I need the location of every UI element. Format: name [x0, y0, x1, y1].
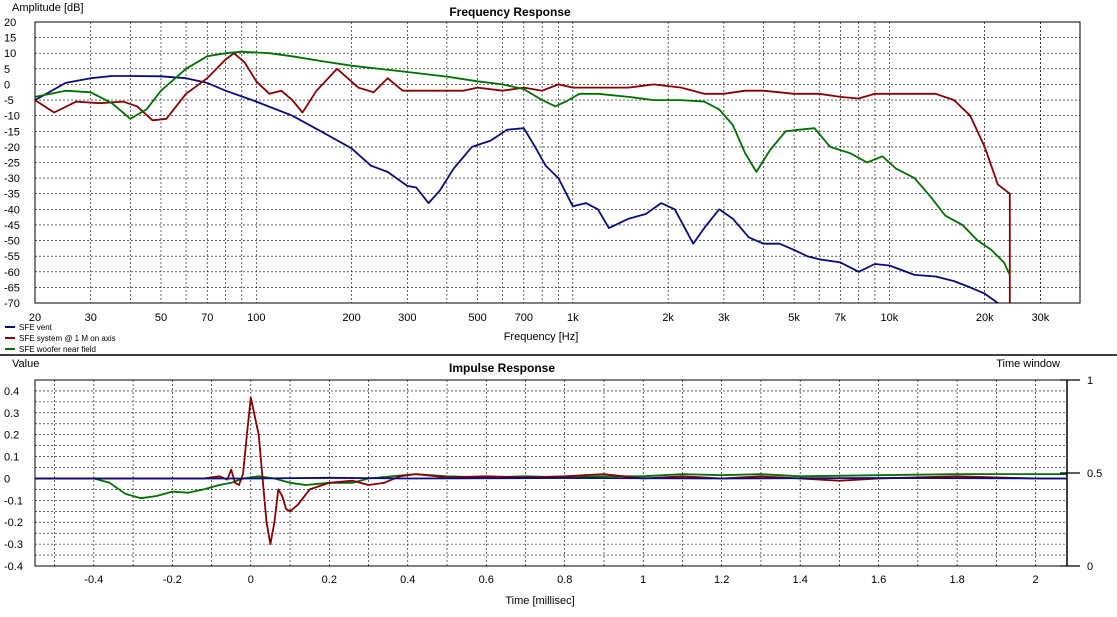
- imp-chart-title: Impulse Response: [449, 361, 555, 375]
- freq-y-tick-label: -20: [4, 142, 20, 154]
- freq-y-tick-label: -5: [4, 95, 14, 107]
- imp-x-tick-label: 0.4: [400, 574, 415, 586]
- imp-series-group: [35, 396, 1068, 545]
- time-window-tick-label: 0: [1087, 561, 1093, 573]
- imp-x-tick-label: 2: [1033, 574, 1039, 586]
- imp-x-tick-label: 0: [248, 574, 254, 586]
- imp-y-tick-label: 0: [4, 473, 10, 485]
- freq-y-tick-label: 5: [4, 64, 10, 76]
- imp-y-tick-label: 0.1: [4, 452, 19, 464]
- imp-tick-labels: 0.4 0.3 0.2 0.1 0 -0.1 -0.2 -0.3 -0.4 -0.4 -0.2 0 0.…: [4, 386, 1039, 586]
- freq-x-tick-label: 20k: [976, 312, 994, 324]
- freq-x-tick-label: 50: [155, 312, 167, 324]
- freq-y-tick-label: -35: [4, 189, 20, 201]
- freq-x-tick-label: 500: [468, 312, 486, 324]
- imp-x-tick-label: 1.6: [871, 574, 886, 586]
- impulse-response-chart: Impulse Response Value Time [millisec] T…: [4, 358, 1102, 607]
- time-window-axis: 10.50: [1060, 375, 1102, 573]
- freq-plot-frame: [34, 21, 1081, 304]
- freq-chart-title: Frequency Response: [449, 5, 571, 19]
- freq-x-tick-label: 2k: [662, 312, 674, 324]
- freq-x-tick-label: 300: [398, 312, 416, 324]
- freq-series-line-2: [34, 50, 1011, 276]
- freq-y-tick-label: 10: [4, 48, 16, 60]
- freq-x-tick-label: 30k: [1032, 312, 1050, 324]
- frequency-response-chart: Frequency Response Amplitude [dB] Freque…: [4, 2, 1081, 354]
- freq-x-tick-label: 1k: [567, 312, 579, 324]
- freq-x-tick-label: 5k: [788, 312, 800, 324]
- imp-grid: [35, 380, 1067, 567]
- imp-y-axis-label: Value: [12, 358, 39, 370]
- freq-y-axis-label: Amplitude [dB]: [12, 2, 84, 14]
- imp-y-tick-label: -0.2: [4, 517, 23, 529]
- imp-x-tick-label: 1: [640, 574, 646, 586]
- imp-x-axis-label: Time [millisec]: [505, 595, 574, 607]
- freq-y-tick-label: -45: [4, 220, 20, 232]
- time-window-label: Time window: [996, 358, 1060, 370]
- imp-x-tick-label: 1.4: [793, 574, 808, 586]
- imp-y-tick-label: 0.2: [4, 430, 19, 442]
- imp-x-tick-label: -0.4: [84, 574, 103, 586]
- freq-y-tick-label: -15: [4, 126, 20, 138]
- freq-y-tick-label: 15: [4, 33, 16, 45]
- freq-series-line-1: [34, 52, 1011, 303]
- imp-x-tick-label: 0.6: [479, 574, 494, 586]
- time-window-tick-label: 1: [1087, 375, 1093, 387]
- freq-series-line-0: [34, 75, 999, 304]
- freq-y-tick-label: -70: [4, 298, 20, 310]
- legend-entry-label: SFE vent: [19, 323, 53, 332]
- imp-y-tick-label: -0.4: [4, 561, 23, 573]
- freq-tick-labels: 20151050-5-10-15-20-25-30-35-40-45-50-55…: [4, 17, 1050, 324]
- freq-grid: [34, 21, 1081, 304]
- freq-y-tick-label: 0: [4, 79, 10, 91]
- legend-entry-label: SFE woofer near field: [19, 345, 96, 354]
- freq-y-tick-label: -55: [4, 251, 20, 263]
- imp-x-tick-label: 1.8: [949, 574, 964, 586]
- imp-y-tick-label: -0.3: [4, 539, 23, 551]
- freq-x-axis-label: Frequency [Hz]: [504, 331, 579, 343]
- freq-x-tick-label: 700: [515, 312, 533, 324]
- freq-x-tick-label: 70: [201, 312, 213, 324]
- imp-series-line-0: [35, 473, 1067, 500]
- freq-y-tick-label: -50: [4, 236, 20, 248]
- freq-x-tick-label: 30: [85, 312, 97, 324]
- freq-x-tick-label: 7k: [835, 312, 847, 324]
- freq-x-tick-label: 3k: [718, 312, 730, 324]
- freq-x-tick-label: 20: [29, 312, 41, 324]
- time-window-tick-label: 0.5: [1087, 468, 1102, 480]
- freq-y-tick-label: -65: [4, 282, 20, 294]
- freq-legend: SFE vent SFE system @ 1 M on axis SFE woof…: [5, 323, 116, 354]
- imp-x-tick-label: 1.2: [714, 574, 729, 586]
- imp-y-tick-label: 0.4: [4, 386, 19, 398]
- freq-x-tick-label: 10k: [881, 312, 899, 324]
- imp-x-tick-label: 0.2: [322, 574, 337, 586]
- freq-y-tick-label: -60: [4, 267, 20, 279]
- legend-entry-label: SFE system @ 1 M on axis: [19, 334, 116, 343]
- imp-y-tick-label: -0.1: [4, 495, 23, 507]
- freq-y-tick-label: -40: [4, 204, 20, 216]
- imp-x-tick-label: 0.8: [557, 574, 572, 586]
- imp-x-tick-label: -0.2: [163, 574, 182, 586]
- freq-x-tick-label: 200: [342, 312, 360, 324]
- freq-y-tick-label: 20: [4, 17, 16, 29]
- freq-y-tick-label: -30: [4, 173, 20, 185]
- imp-y-tick-label: 0.3: [4, 408, 19, 420]
- imp-plot-frame: [34, 379, 1068, 567]
- freq-series-group: [34, 50, 1011, 304]
- imp-series-line-2: [35, 476, 1068, 480]
- freq-x-tick-label: 100: [247, 312, 265, 324]
- freq-y-tick-label: -25: [4, 158, 20, 170]
- freq-y-tick-label: -10: [4, 111, 20, 123]
